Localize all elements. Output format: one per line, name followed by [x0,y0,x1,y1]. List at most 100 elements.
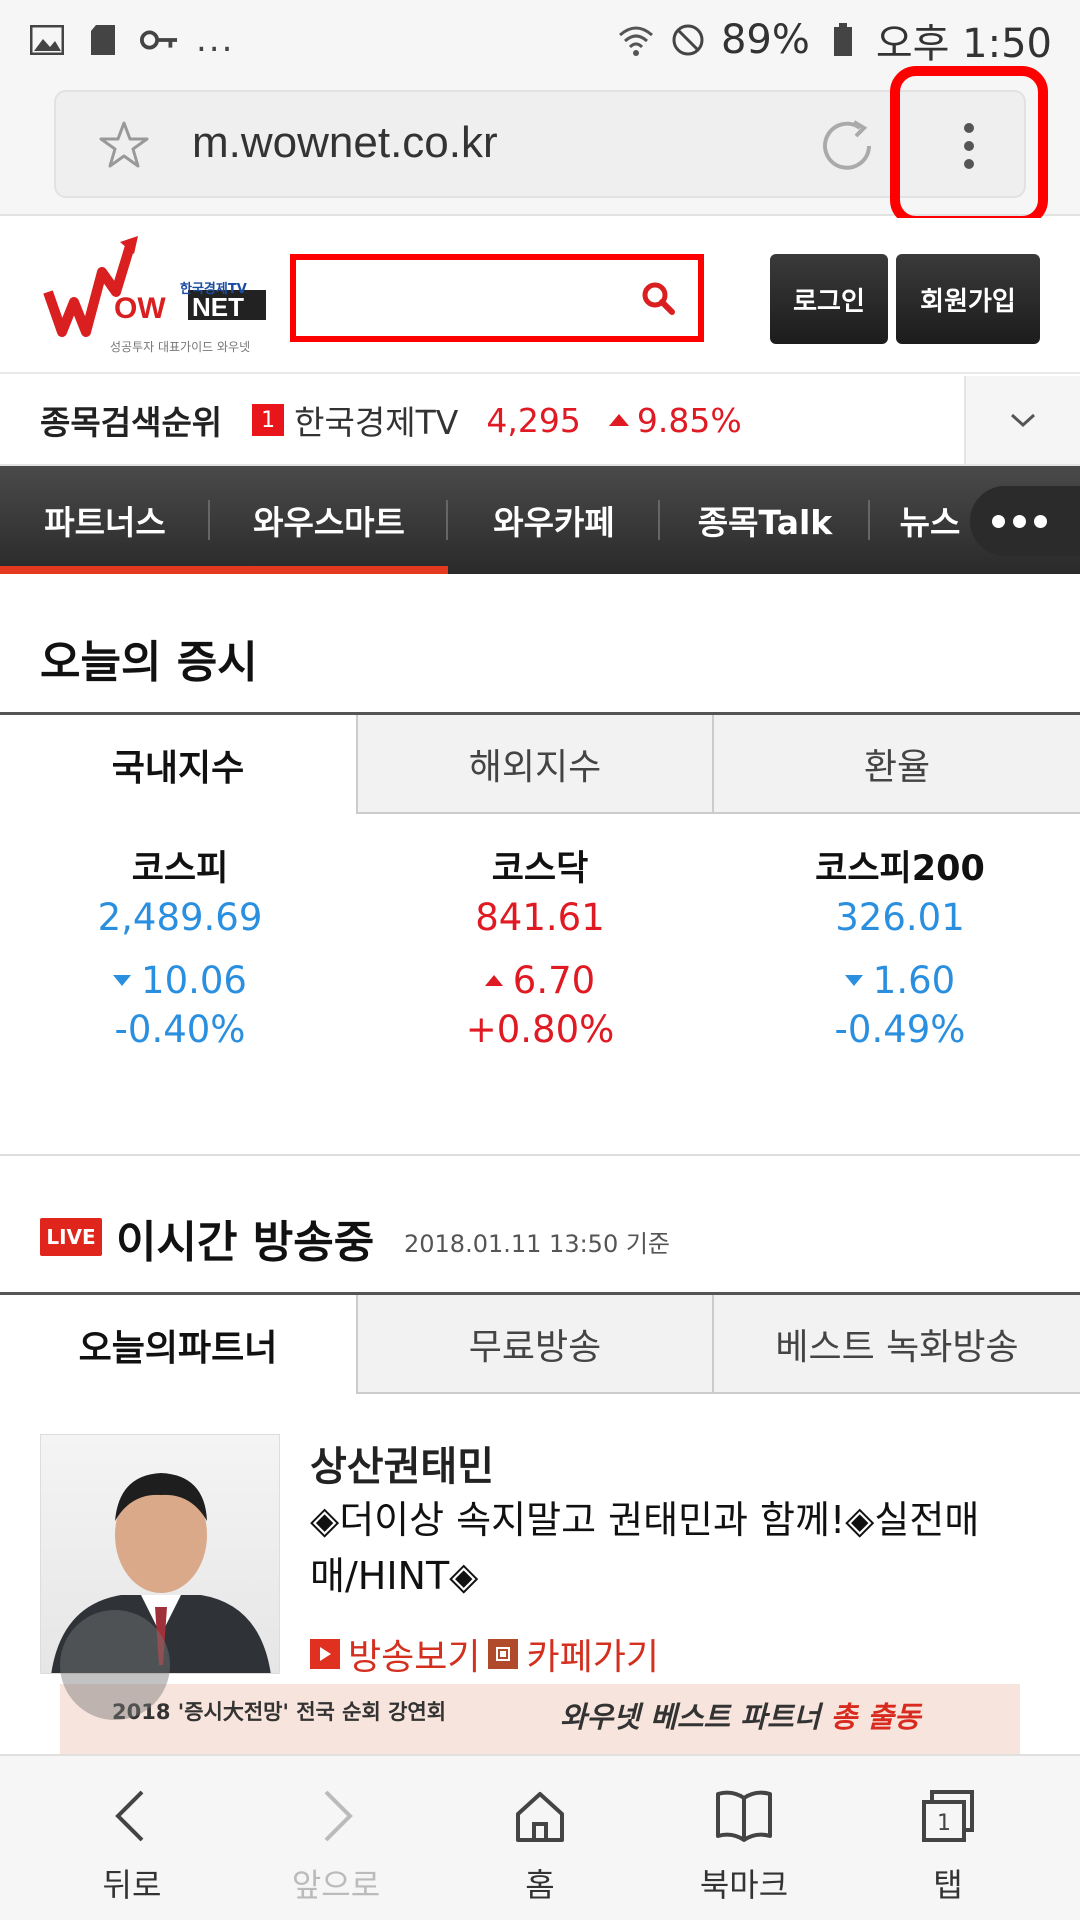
index-value: 2,489.69 [97,896,263,939]
home-label: 홈 [525,1866,555,1904]
battery-percent: 89% [720,17,810,63]
bookmark-star-icon[interactable] [96,118,152,174]
browser-menu-button[interactable] [890,66,1048,226]
more-vertical-icon [964,123,974,169]
bookmark-button[interactable]: 북마크 [642,1756,846,1920]
browser-toolbar: m.wownet.co.kr [0,66,1080,226]
forward-label: 앞으로 [291,1866,381,1904]
svg-text:NET: NET [192,292,244,322]
key-icon [140,23,178,57]
index-name: 코스피 [131,849,229,889]
index-kospi[interactable]: 코스피 2,489.69 10.06 -0.40% [0,840,360,1070]
nav-item-partners[interactable]: 파트너스 [0,466,210,574]
tabs-label: 탭 [933,1866,963,1904]
tab-overseas-index[interactable]: 해외지수 [356,715,712,814]
live-section-title: 이시간 방송중 [116,1217,375,1268]
down-arrow-icon [844,974,863,986]
address-bar[interactable]: m.wownet.co.kr [54,90,1026,198]
partner-photo[interactable] [40,1434,280,1674]
index-summary: 코스피 2,489.69 10.06 -0.40% 코스닥 841.61 6.7… [0,840,1080,1070]
market-tabs: 국내지수 해외지수 환율 [0,712,1080,814]
search-ranking-ticker[interactable]: 종목검색순위 1 한국경제TV 4,295 9.85% [0,376,1080,466]
index-name: 코스피200 [815,849,985,889]
search-icon[interactable] [640,280,676,316]
live-badge: LIVE [40,1218,102,1256]
tabs-icon: 1 [922,1790,974,1842]
chevron-right-icon [324,1790,353,1842]
partner-description[interactable]: ◈더이상 속지말고 권태민과 함께!◈실전매매/HINT◈ [310,1498,980,1598]
index-value: 841.61 [475,896,605,939]
nav-active-indicator [0,566,448,574]
section-divider [0,1154,1080,1156]
status-bar: ... 89% 오후 1:50 [0,0,1080,80]
live-tabs: 오늘의파트너 무료방송 베스트 녹화방송 [0,1292,1080,1394]
index-change: 10.06 [141,958,247,1002]
index-change: 6.70 [512,958,596,1002]
watch-broadcast-link[interactable]: 방송보기 [348,1637,481,1678]
ticker-title: 종목검색순위 [40,403,223,442]
wifi-icon [617,23,655,57]
ticker-price: 4,295 [486,400,581,440]
ticker-stock-name[interactable]: 한국경제TV [294,403,459,442]
chevron-down-icon [1010,413,1036,428]
tab-exchange-rate[interactable]: 환율 [712,715,1080,814]
nav-item-wowcafe[interactable]: 와우카페 [448,466,660,574]
live-timestamp: 2018.01.11 13:50 기준 [404,1230,670,1258]
forward-button[interactable]: 앞으로 [234,1756,438,1920]
home-icon [516,1792,564,1842]
main-nav: 파트너스 와우스마트 와우카페 종목Talk 뉴스 [0,466,1080,574]
go-cafe-link[interactable]: 카페가기 [526,1637,659,1678]
market-section-title: 오늘의 증시 [40,637,258,688]
signup-button[interactable]: 회원가입 [896,254,1040,344]
sd-card-icon [84,23,122,57]
up-arrow-icon [484,974,503,986]
banner-left-text: 2018 '증시大전망' 전국 순회 강연회 [112,1700,447,1724]
play-icon [310,1639,340,1669]
site-header: OW NET 한국경제TV 성공투자 대표가이드 와우넷 로그인 회원가입 [0,218,1080,374]
nav-item-stock-talk[interactable]: 종목Talk [660,466,870,574]
nav-more-button[interactable] [970,486,1080,556]
tab-best-recorded[interactable]: 베스트 녹화방송 [712,1295,1080,1394]
logo-tv-label: 한국경제TV [180,282,247,297]
index-percent: +0.80% [465,1008,615,1051]
battery-icon [824,23,862,57]
cafe-icon [488,1639,519,1669]
partner-actions: 방송보기 카페가기 [310,1628,659,1680]
partner-name[interactable]: 상산권태민 [310,1444,494,1490]
tab-today-partner[interactable]: 오늘의파트너 [0,1295,356,1394]
index-kosdaq[interactable]: 코스닥 841.61 6.70 +0.80% [360,840,720,1070]
browser-bottom-bar: 뒤로 앞으로 홈 북마크 1 탭 [0,1754,1080,1920]
promo-banner[interactable]: 2018 '증시大전망' 전국 순회 강연회 와우넷 베스트 파트너 총 출동 [60,1684,1020,1754]
nav-item-news[interactable]: 뉴스 [899,503,961,542]
chevron-left-icon [115,1790,144,1842]
url-text[interactable]: m.wownet.co.kr [192,118,498,167]
banner-right-text: 와우넷 베스트 파트너 총 출동 [560,1700,921,1734]
logo-tagline: 성공투자 대표가이드 와우넷 [110,340,251,354]
index-name: 코스닥 [491,849,589,889]
tabs-button[interactable]: 1 탭 [846,1756,1050,1920]
expand-ranking-button[interactable] [964,376,1080,464]
down-arrow-icon [113,974,132,986]
ticker-change: 9.85% [636,400,742,440]
index-kospi200[interactable]: 코스피200 326.01 1.60 -0.49% [720,840,1080,1070]
wownet-logo[interactable]: OW NET 한국경제TV 성공투자 대표가이드 와우넷 [40,232,270,358]
svg-text:1: 1 [937,1811,951,1836]
nav-item-wowsmart[interactable]: 와우스마트 [210,466,448,574]
back-label: 뒤로 [102,1866,162,1904]
floating-menu-button[interactable] [60,1610,170,1720]
login-button[interactable]: 로그인 [770,254,888,344]
reload-icon[interactable] [820,118,876,174]
gallery-icon [28,23,66,57]
back-button[interactable]: 뒤로 [30,1756,234,1920]
tab-free-broadcast[interactable]: 무료방송 [356,1295,712,1394]
index-percent: -0.40% [114,1008,246,1051]
do-not-disturb-icon [669,23,707,57]
index-change: 1.60 [872,958,956,1002]
up-arrow-icon [608,414,629,426]
site-search-input[interactable] [290,254,704,342]
home-button[interactable]: 홈 [438,1756,642,1920]
rank-badge: 1 [252,404,285,436]
tab-domestic-index[interactable]: 국내지수 [0,715,356,814]
book-icon [716,1790,772,1842]
clock: 오후 1:50 [875,21,1052,67]
